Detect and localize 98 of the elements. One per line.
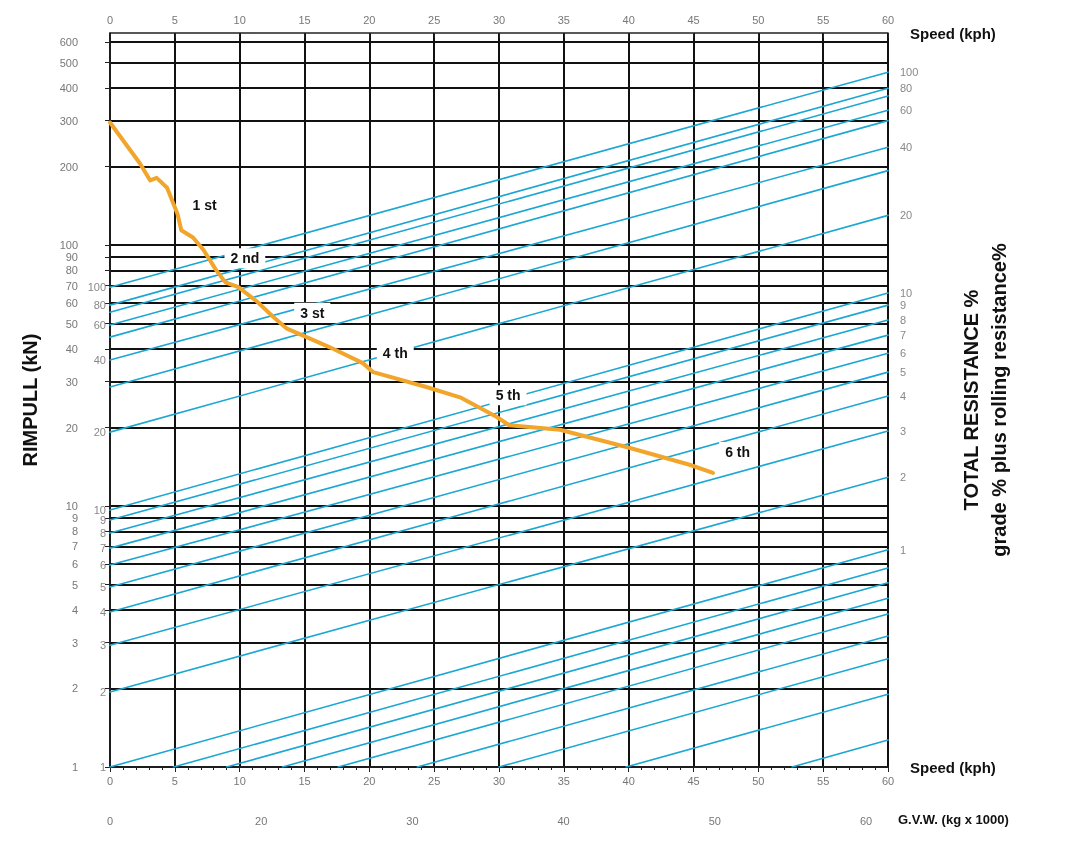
series-label: 6 [99,559,106,572]
y-tick-label: 400 [59,82,78,95]
text: 4 [900,390,907,403]
y-axis-title: RIMPULL (kN) [19,333,41,467]
y-tick-label: 20 [65,421,78,434]
text: 5 [900,366,907,379]
text: 8 [900,314,907,327]
x2-tick-label: 45 [687,13,700,26]
x-tick-label: 5 [171,774,178,787]
x-tick-label: 15 [298,774,311,787]
text: 60 [859,814,873,827]
y-tick-label: 6 [71,557,78,570]
x-axis-title: Speed (kph) [910,758,996,776]
line-series [108,120,715,475]
y-tick-label: 40 [65,342,78,355]
x2-tick-label: 55 [817,13,830,26]
text: 9 [900,299,907,312]
series-label: 100 [87,281,106,294]
text: 30 [406,814,419,827]
series-label: 7 [99,542,106,555]
y-tick-label: 10 [65,500,78,513]
annotation: 5 th [495,387,521,404]
text: 60 [900,104,913,117]
y-tick-label: 80 [65,264,78,277]
annotation: 6 th [725,444,751,461]
y-tick-label: 60 [65,297,78,310]
text: 0 [106,814,114,827]
text: 20 [255,814,268,827]
y-tick-label: 2 [71,682,78,695]
x-tick-label: 50 [752,774,765,787]
series-label: 8 [99,527,106,540]
series-label: 9 [99,514,106,527]
x-tick-label: 25 [428,774,441,787]
text: 40 [900,141,913,154]
series-label: 60 [93,319,106,332]
x2-tick-label: 35 [557,13,570,26]
series-label: 40 [93,353,106,366]
x-tick-label: 45 [687,774,700,787]
text: 6 [900,347,907,360]
series-label: 20 [93,426,106,439]
x2-tick-label: 60 [881,13,895,26]
x2-tick-label: 30 [492,13,506,26]
y-tick-label: 50 [65,317,78,330]
text: 80 [900,82,913,95]
text: 100 [900,66,919,79]
y-tick-label: 1 [71,761,78,773]
text: 20 [900,209,913,222]
x-tick-label: 30 [492,774,506,787]
x2-tick-label: 20 [363,13,376,26]
annotation: 3 st [300,304,325,321]
text: 7 [900,329,907,342]
x-tick-label: 35 [557,774,570,787]
x2-tick-label: 25 [428,13,441,26]
y-tick-label: 30 [65,375,78,388]
x2-tick-label: 5 [171,13,178,26]
y-tick-label: 7 [71,540,78,553]
x2-tick-label: 10 [233,13,246,26]
series-label: 80 [93,299,106,312]
series-label: 3 [99,639,106,652]
x2-tick-label: 15 [298,13,311,26]
x2-axis-title: Speed (kph) [910,24,996,42]
series-label: 4 [99,605,106,618]
series-label: 1 [99,761,106,773]
y2-axis-title: TOTAL RESISTANCE % grade % plus rolling resistance% [960,243,1010,557]
text: 40 [557,814,570,827]
y-tick-label: 90 [65,251,78,264]
x-tick-label: 0 [106,774,114,787]
y-tick-label: 5 [71,578,78,591]
y-tick-label: 100 [59,239,78,252]
x-tick-label: 10 [233,774,246,787]
y-tick-label: 4 [71,603,78,616]
annotation: 1 st [192,197,218,214]
x2-tick-label: 50 [752,13,765,26]
y-tick-label: 9 [71,512,78,524]
y-tick-label: 3 [71,636,78,649]
text: 2 [900,471,907,484]
x-tick-label: 60 [881,774,895,787]
x2-tick-label: 40 [622,13,635,26]
x-tick-label: 40 [622,774,635,787]
series-label: 2 [99,685,106,698]
text: G.V.W. (kg x 1000) [898,812,1009,827]
x2-tick-label: 0 [106,13,114,26]
text: 50 [708,814,721,827]
annotation: 4 th [382,345,408,361]
y-tick-label: 70 [65,279,78,292]
text: 10 [900,287,913,300]
series-label: 10 [93,503,106,516]
text: 3 [900,424,907,437]
y-tick-label: 500 [59,56,78,69]
x-tick-label: 55 [817,774,830,787]
y-tick-label: 300 [59,114,78,127]
text: 1 [900,543,907,556]
x-tick-label: 20 [363,774,376,787]
series-label: 5 [99,580,106,593]
y-tick-label: 200 [59,160,78,173]
y-tick-label: 8 [71,525,78,538]
annotation: 2 nd [230,250,260,267]
y-tick-label: 600 [59,36,78,49]
